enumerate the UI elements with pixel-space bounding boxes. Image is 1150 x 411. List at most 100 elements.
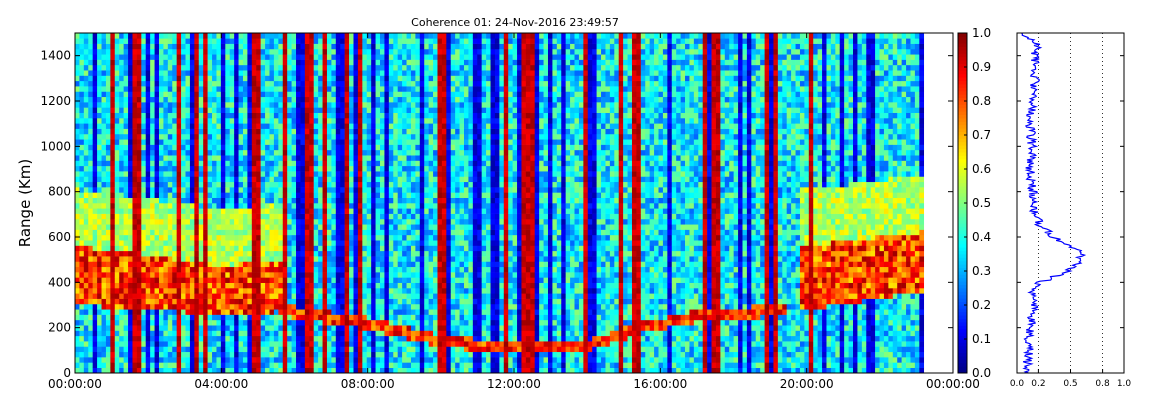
colorbar-segment — [958, 254, 967, 258]
colorbar-tick-label: 0.0 — [972, 366, 991, 380]
colorbar-segment — [958, 81, 967, 85]
colorbar-segment — [958, 193, 967, 197]
colorbar-tick-label: 0.6 — [972, 162, 991, 176]
colorbar-tick-label: 0.3 — [972, 264, 991, 278]
colorbar-segment — [958, 183, 967, 187]
colorbar-segment — [958, 261, 967, 265]
x-tick-label: 20:00:00 — [780, 377, 834, 391]
y-axis-label: Range (Km) — [16, 159, 34, 247]
x-tick-label: 04:00:00 — [194, 377, 248, 391]
colorbar-segment — [958, 332, 967, 336]
y-tick-label: 1400 — [40, 49, 71, 63]
colorbar-segment — [958, 237, 967, 241]
chart-title: Coherence 01: 24-Nov-2016 23:49:57 — [411, 16, 619, 29]
y-tick-label: 400 — [48, 275, 71, 289]
colorbar-segment — [958, 138, 967, 142]
colorbar-segment — [958, 104, 967, 108]
colorbar-segment — [958, 298, 967, 302]
colorbar-segment — [958, 84, 967, 88]
colorbar-segment — [958, 176, 967, 180]
colorbar-segment — [958, 271, 967, 275]
colorbar-segment — [958, 33, 967, 37]
colorbar-segment — [958, 366, 967, 370]
x-tick-label: 08:00:00 — [341, 377, 395, 391]
colorbar-segment — [958, 342, 967, 346]
colorbar-segment — [958, 217, 967, 221]
colorbar-segment — [958, 312, 967, 316]
colorbar-segment — [958, 145, 967, 149]
colorbar-tick-label: 0.5 — [972, 196, 991, 210]
colorbar-tick-label: 0.4 — [972, 230, 991, 244]
y-tick-label: 1000 — [40, 139, 71, 153]
colorbar-segment — [958, 108, 967, 112]
colorbar-segment — [958, 142, 967, 146]
colorbar-segment — [958, 210, 967, 214]
colorbar-segment — [958, 346, 967, 350]
colorbar-segment — [958, 53, 967, 57]
colorbar-segment — [958, 220, 967, 224]
colorbar-segment — [958, 159, 967, 163]
colorbar-segment — [958, 319, 967, 323]
colorbar-segment — [958, 91, 967, 95]
colorbar-segment — [958, 67, 967, 71]
colorbar-segment — [958, 274, 967, 278]
colorbar-segment — [958, 257, 967, 261]
colorbar-segment — [958, 57, 967, 61]
colorbar-segment — [958, 264, 967, 268]
colorbar-segment — [958, 196, 967, 200]
colorbar-segment — [958, 206, 967, 210]
colorbar-segment — [958, 247, 967, 251]
colorbar-segment — [958, 179, 967, 183]
colorbar-segment — [958, 128, 967, 132]
heatmap-cells — [75, 33, 924, 373]
profile-x-tick-label: 0.2 — [1031, 379, 1045, 389]
colorbar-segment — [958, 363, 967, 367]
colorbar-segment — [958, 70, 967, 74]
colorbar-segment — [958, 152, 967, 156]
colorbar-segment — [958, 251, 967, 255]
profile-x-tick-label: 0.5 — [1063, 379, 1077, 389]
colorbar-segment — [958, 40, 967, 44]
profile-x-tick-label: 0.0 — [1010, 379, 1025, 389]
y-tick-label: 200 — [48, 321, 71, 335]
colorbar-segment — [958, 43, 967, 47]
colorbar-tick-label: 1.0 — [972, 26, 991, 40]
colorbar-segment — [958, 240, 967, 244]
colorbar: 0.00.10.20.30.40.50.60.70.80.91.0 — [958, 26, 991, 380]
colorbar-segment — [958, 325, 967, 329]
colorbar-segment — [958, 339, 967, 343]
colorbar-segment — [958, 305, 967, 309]
colorbar-segment — [958, 189, 967, 193]
colorbar-segment — [958, 285, 967, 289]
colorbar-segment — [958, 278, 967, 282]
colorbar-segment — [958, 155, 967, 159]
colorbar-segment — [958, 36, 967, 40]
colorbar-segment — [958, 115, 967, 119]
colorbar-segment — [958, 295, 967, 299]
colorbar-segment — [958, 203, 967, 207]
colorbar-segment — [958, 315, 967, 319]
colorbar-segment — [958, 322, 967, 326]
colorbar-tick-label: 0.8 — [972, 94, 991, 108]
y-tick-label: 800 — [48, 185, 71, 199]
x-tick-label: 16:00:00 — [633, 377, 687, 391]
colorbar-segment — [958, 77, 967, 81]
colorbar-segment — [958, 329, 967, 333]
colorbar-segment — [958, 101, 967, 105]
colorbar-segment — [958, 244, 967, 248]
colorbar-segment — [958, 186, 967, 190]
x-tick-label: 12:00:00 — [487, 377, 541, 391]
colorbar-segment — [958, 87, 967, 91]
colorbar-segment — [958, 213, 967, 217]
x-tick-label: 00:00:00 — [48, 377, 102, 391]
colorbar-segment — [958, 125, 967, 129]
profile-x-tick-label: 1.0 — [1117, 379, 1132, 389]
y-tick-label: 1200 — [40, 94, 71, 108]
colorbar-segment — [958, 94, 967, 98]
colorbar-segment — [958, 359, 967, 363]
profile-series-line — [1022, 33, 1085, 373]
colorbar-segment — [958, 281, 967, 285]
